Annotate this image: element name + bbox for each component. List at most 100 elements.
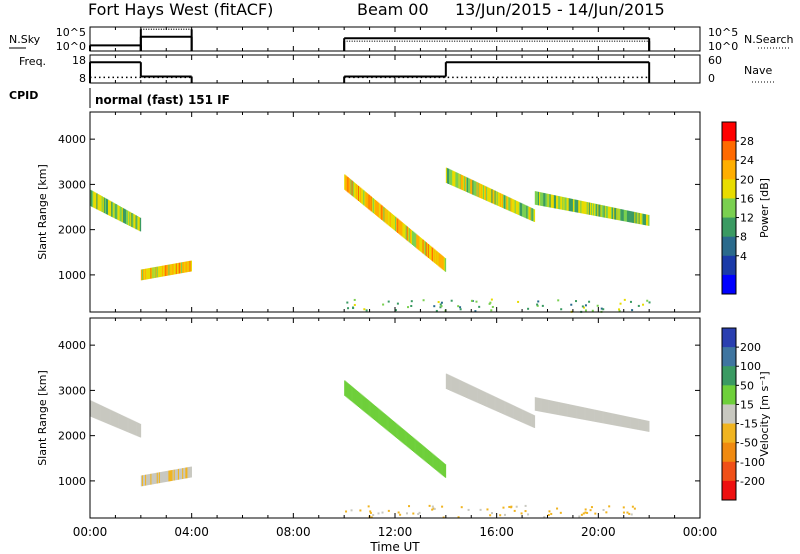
heatmap-cell: [593, 409, 595, 422]
heatmap-cell: [437, 252, 439, 266]
heatmap-cell: [497, 192, 500, 207]
heatmap-cell: [117, 205, 119, 221]
heatmap-cell: [511, 404, 513, 419]
heatmap-cell: [537, 191, 540, 206]
colorbar-tick-label: 28: [740, 135, 754, 148]
heatmap-cell: [180, 468, 182, 480]
heatmap-cell: [433, 507, 436, 510]
heatmap-cell: [385, 208, 387, 224]
heatmap-cell: [122, 208, 125, 223]
heatmap-cell: [547, 513, 550, 516]
heatmap-cell: [613, 207, 615, 220]
heatmap-cell: [619, 208, 621, 221]
heatmap-cell: [586, 202, 589, 215]
heatmap-cell: [596, 304, 599, 307]
heatmap-cell: [370, 516, 373, 519]
heatmap-cell: [429, 245, 432, 260]
heatmap-cell: [139, 423, 142, 438]
colorbar-tick-label: 16: [740, 192, 754, 205]
heatmap-cell: [399, 513, 402, 516]
heatmap-cell: [646, 299, 649, 302]
heatmap-cell: [501, 194, 504, 208]
heatmap-cell: [439, 253, 441, 268]
heatmap-cell: [600, 410, 602, 423]
heatmap-cell: [620, 415, 622, 427]
heatmap-cell: [380, 204, 382, 220]
colorbar-swatch: [722, 385, 736, 405]
heatmap-cell: [554, 401, 557, 415]
heatmap-cell: [416, 234, 418, 249]
heatmap-cell: [443, 463, 446, 477]
heatmap-cell: [391, 420, 394, 435]
heatmap-cell: [641, 213, 644, 225]
heatmap-cell: [597, 204, 599, 217]
heatmap-cell: [463, 382, 466, 398]
heatmap-cell: [153, 267, 155, 279]
colorbar-tick-label: 20: [740, 173, 754, 186]
heatmap-cell: [151, 267, 153, 279]
heatmap-cell: [378, 408, 380, 424]
heatmap-cell: [110, 409, 112, 426]
heatmap-cell: [372, 514, 375, 517]
heatmap-cell: [450, 299, 453, 302]
heatmap-cell: [627, 210, 630, 223]
heatmap-cell: [183, 467, 185, 479]
heatmap-cell: [419, 237, 421, 252]
heatmap-cell: [148, 474, 150, 486]
heatmap-cell: [489, 394, 491, 409]
noise-right-label: N.Search: [744, 33, 794, 46]
heatmap-cell: [617, 414, 619, 427]
heatmap-cell: [150, 267, 152, 279]
heatmap-cell: [588, 202, 591, 215]
heatmap-cell: [645, 214, 648, 226]
heatmap-cell: [189, 260, 191, 272]
heatmap-cell: [135, 215, 137, 230]
heatmap-cell: [523, 410, 525, 424]
heatmap-cell: [527, 307, 530, 310]
heatmap-cell: [464, 382, 467, 398]
heatmap-cell: [129, 418, 131, 434]
heatmap-cell: [515, 200, 518, 214]
heatmap-cell: [546, 193, 548, 207]
heatmap-cell: [381, 411, 383, 427]
heatmap-cell: [457, 516, 460, 519]
heatmap-cell: [509, 197, 511, 212]
noise-left-tick: 10^0: [56, 40, 86, 53]
heatmap-cell: [599, 410, 601, 423]
colorbar-swatch: [722, 255, 736, 276]
heatmap-cell: [517, 201, 520, 215]
heatmap-cell: [442, 462, 445, 477]
heatmap-cell: [405, 225, 407, 240]
heatmap-cell: [605, 206, 608, 218]
heatmap-cell: [435, 309, 438, 312]
heatmap-cell: [167, 264, 169, 276]
heatmap-cell: [517, 300, 520, 303]
heatmap-cell: [384, 413, 386, 429]
heatmap-cell: [182, 262, 184, 273]
heatmap-cell: [465, 383, 468, 398]
heatmap-cell: [544, 193, 546, 207]
heatmap-cell: [380, 410, 382, 426]
heatmap-cell: [168, 470, 170, 482]
heatmap-cell: [114, 411, 116, 427]
heatmap-cell: [503, 513, 506, 516]
heatmap-cell: [388, 417, 391, 433]
heatmap-cell: [456, 378, 458, 394]
heatmap-cell: [562, 402, 564, 416]
heatmap-cell: [609, 206, 612, 219]
heatmap-cell: [603, 411, 605, 424]
heatmap-cell: [126, 210, 128, 225]
heatmap-cell: [548, 400, 550, 414]
heatmap-cell: [624, 416, 627, 428]
heatmap-cell: [496, 191, 499, 206]
heatmap-cell: [159, 266, 162, 277]
colorbar-tick-label: 15: [740, 398, 754, 411]
heatmap-cell: [445, 167, 448, 184]
heatmap-cell: [508, 403, 510, 417]
heatmap-cell: [449, 375, 451, 391]
heatmap-cell: [450, 169, 452, 185]
y-tick-label: 1000: [58, 475, 86, 488]
heatmap-cell: [386, 209, 388, 225]
heatmap-cell: [112, 410, 114, 426]
heatmap-cell: [352, 387, 354, 403]
